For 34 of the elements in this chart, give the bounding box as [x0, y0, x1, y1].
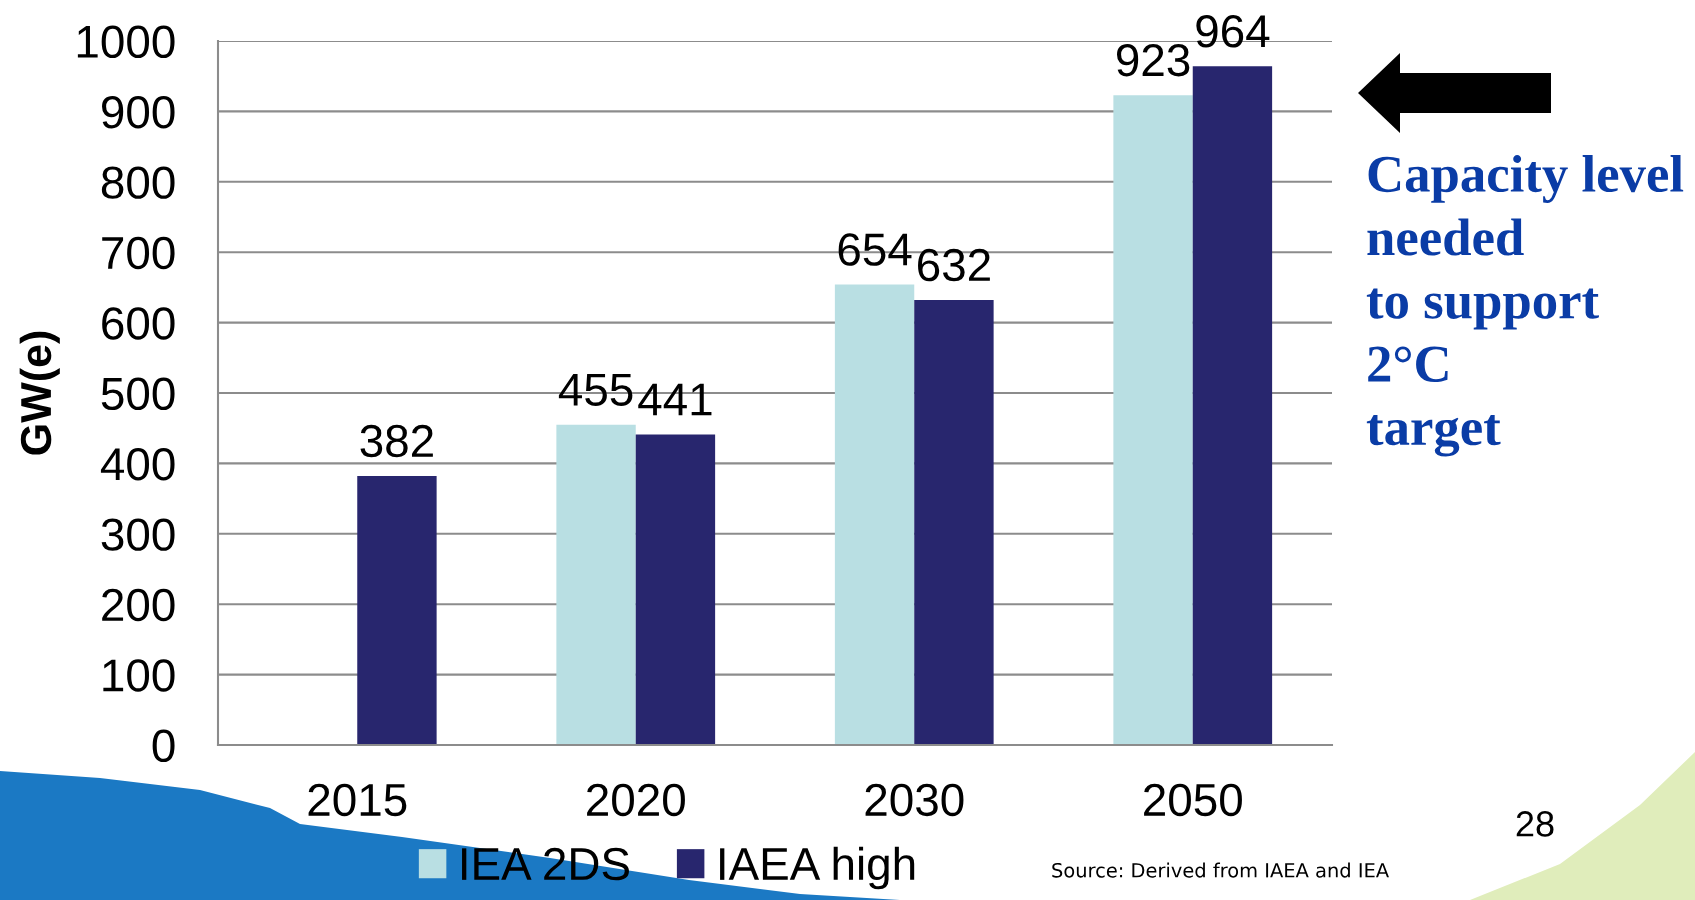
y-tick-label: 400 — [100, 448, 175, 481]
y-tick-label: 300 — [101, 518, 175, 551]
y-axis-title: GW(e) — [19, 331, 60, 455]
y-tick-label: 900 — [102, 96, 175, 129]
bar — [357, 476, 437, 745]
y-tick-label: 1000 — [77, 25, 175, 59]
data-label: 455 — [558, 373, 633, 406]
y-tick-label: 800 — [101, 166, 175, 199]
y-tick-label: 200 — [102, 588, 175, 622]
x-tick-label: 2030 — [865, 783, 964, 817]
x-tick-label: 2050 — [1144, 783, 1242, 817]
data-label: 964 — [1196, 15, 1270, 48]
x-tick-label: 2020 — [587, 783, 685, 817]
bar — [635, 434, 716, 745]
data-label: 923 — [1116, 43, 1190, 77]
data-label: 654 — [838, 233, 912, 266]
data-label: 382 — [360, 424, 433, 458]
text: 28 — [1516, 811, 1554, 837]
y-tick-label: 100 — [103, 659, 175, 692]
bar — [834, 284, 915, 745]
data-label: 632 — [918, 248, 990, 282]
bar — [914, 300, 994, 745]
y-tick-label: 500 — [101, 377, 175, 411]
text: Capacity level needed to support 2°C target — [1366, 155, 1684, 457]
x-tick-label: 2015 — [308, 783, 407, 817]
source-note: Source: Derived from IAEA and IEA — [1052, 862, 1389, 878]
y-tick-label: 0 — [152, 729, 175, 763]
data-label: 441 — [638, 383, 712, 416]
bar — [1192, 66, 1273, 745]
bar — [556, 424, 636, 745]
legend-label: IAEA high — [720, 846, 915, 890]
bar — [1113, 95, 1193, 745]
y-tick-label: 700 — [102, 236, 175, 270]
y-tick-label: 600 — [102, 307, 175, 340]
